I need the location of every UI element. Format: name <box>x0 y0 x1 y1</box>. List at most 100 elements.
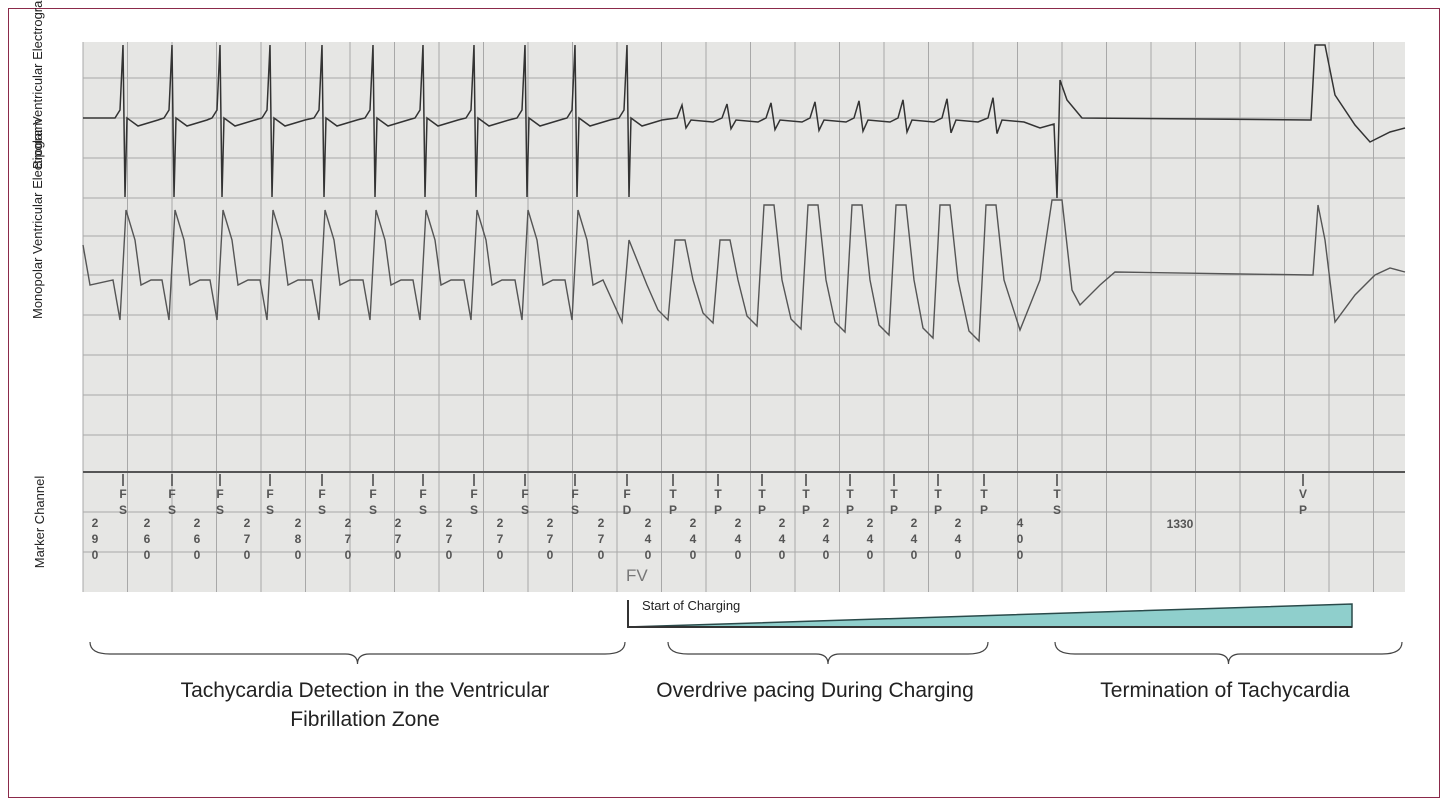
interval-value-digit: 4 <box>1017 516 1024 530</box>
marker-bottom-letter: P <box>669 503 677 517</box>
interval-value-digit: 2 <box>955 516 962 530</box>
marker-bottom-letter: S <box>1053 503 1061 517</box>
interval-value-digit: 0 <box>823 548 830 562</box>
interval-value-digit: 2 <box>446 516 453 530</box>
interval-value-digit: 2 <box>395 516 402 530</box>
figure-border <box>8 8 1440 798</box>
interval-value-digit: 2 <box>345 516 352 530</box>
interval-value-digit: 0 <box>1017 532 1024 546</box>
interval-value-digit: 0 <box>911 548 918 562</box>
interval-value-digit: 7 <box>598 532 605 546</box>
interval-value-digit: 2 <box>244 516 251 530</box>
interval-value-digit: 7 <box>244 532 251 546</box>
interval-value-digit: 0 <box>244 548 251 562</box>
interval-value-digit: 7 <box>395 532 402 546</box>
marker-top-letter: F <box>216 487 223 501</box>
interval-value-digit: 4 <box>911 532 918 546</box>
marker-bottom-letter: P <box>934 503 942 517</box>
marker-bottom-letter: P <box>1299 503 1307 517</box>
interval-value-digit: 2 <box>194 516 201 530</box>
marker-top-letter: T <box>802 487 810 501</box>
interval-value-digit: 2 <box>144 516 151 530</box>
marker-top-letter: T <box>714 487 722 501</box>
interval-value-digit: 0 <box>690 548 697 562</box>
phase-label-detection: Tachycardia Detection in the Ventricular… <box>180 679 550 731</box>
interval-value-digit: 0 <box>497 548 504 562</box>
marker-top-letter: F <box>369 487 376 501</box>
paper-background <box>83 42 1405 592</box>
interval-value-digit: 6 <box>144 532 151 546</box>
interval-value-digit: 7 <box>345 532 352 546</box>
interval-value-digit: 0 <box>295 548 302 562</box>
marker-bottom-letter: S <box>419 503 427 517</box>
interval-value-digit: 0 <box>345 548 352 562</box>
marker-top-letter: F <box>571 487 578 501</box>
interval-value-digit: 7 <box>547 532 554 546</box>
marker-bottom-letter: S <box>318 503 326 517</box>
marker-top-letter: V <box>1299 487 1307 501</box>
monopolar-electrogram-trace <box>82 199 1406 343</box>
marker-top-letter: F <box>419 487 426 501</box>
marker-channel-label-text: Marker Channel <box>32 475 47 569</box>
marker-bottom-letter: S <box>470 503 478 517</box>
interval-value-digit: 2 <box>547 516 554 530</box>
interval-value-digit: 2 <box>867 516 874 530</box>
interval-value-digit: 2 <box>779 516 786 530</box>
interval-value-digit: 0 <box>645 548 652 562</box>
interval-value: 1330 <box>1167 517 1194 531</box>
interval-value-digit: 4 <box>867 532 874 546</box>
marker-bottom-letter: S <box>571 503 579 517</box>
interval-value-digit: 6 <box>194 532 201 546</box>
interval-value-digit: 0 <box>867 548 874 562</box>
marker-bottom-letter: P <box>980 503 988 517</box>
interval-value-digit: 0 <box>92 548 99 562</box>
marker-bottom-letter: P <box>758 503 766 517</box>
charging-axis <box>627 600 1352 628</box>
interval-value-digit: 4 <box>645 532 652 546</box>
interval-value-digit: 2 <box>735 516 742 530</box>
marker-top-letter: F <box>623 487 630 501</box>
marker-top-letter: T <box>890 487 898 501</box>
marker-bottom-letter: P <box>802 503 810 517</box>
interval-value-digit: 2 <box>295 516 302 530</box>
interval-value-digit: 0 <box>144 548 151 562</box>
marker-top-letter: T <box>758 487 766 501</box>
marker-bottom-letter: P <box>714 503 722 517</box>
marker-bottom-letter: P <box>846 503 854 517</box>
marker-top-letter: T <box>980 487 988 501</box>
interval-value-digit: 8 <box>295 532 302 546</box>
marker-channel-label: Marker Channel <box>32 462 47 582</box>
interval-value-digit: 0 <box>955 548 962 562</box>
interval-value-digit: 2 <box>911 516 918 530</box>
interval-value-digit: 0 <box>779 548 786 562</box>
interval-value-digit: 0 <box>446 548 453 562</box>
marker-top-letter: F <box>266 487 273 501</box>
zone-label: FV <box>626 566 648 585</box>
interval-value-digit: 4 <box>779 532 786 546</box>
interval-value-digit: 2 <box>497 516 504 530</box>
interval-value-digit: 4 <box>823 532 830 546</box>
interval-value-digit: 2 <box>645 516 652 530</box>
marker-bottom-letter: S <box>119 503 127 517</box>
marker-bottom-letter: P <box>890 503 898 517</box>
marker-top-letter: F <box>119 487 126 501</box>
interval-value-digit: 2 <box>598 516 605 530</box>
interval-value-digit: 7 <box>446 532 453 546</box>
marker-top-letter: F <box>318 487 325 501</box>
monopolar-label: Monopolar Ventricular Electrogram <box>30 119 45 319</box>
marker-bottom-letter: S <box>369 503 377 517</box>
interval-value-digit: 0 <box>547 548 554 562</box>
bipolar-electrogram-trace <box>83 44 1406 199</box>
interval-value-digit: 0 <box>1017 548 1024 562</box>
marker-top-letter: F <box>470 487 477 501</box>
interval-value-digit: 0 <box>395 548 402 562</box>
interval-value-digit: 4 <box>955 532 962 546</box>
monopolar-label-text: Monopolar Ventricular Electrogram <box>30 118 45 319</box>
interval-value-digit: 4 <box>690 532 697 546</box>
marker-top-letter: T <box>934 487 942 501</box>
interval-value-digit: 0 <box>735 548 742 562</box>
phase-label-termination: Termination of Tachycardia <box>1100 679 1350 702</box>
interval-value-digit: 0 <box>598 548 605 562</box>
marker-bottom-letter: S <box>266 503 274 517</box>
